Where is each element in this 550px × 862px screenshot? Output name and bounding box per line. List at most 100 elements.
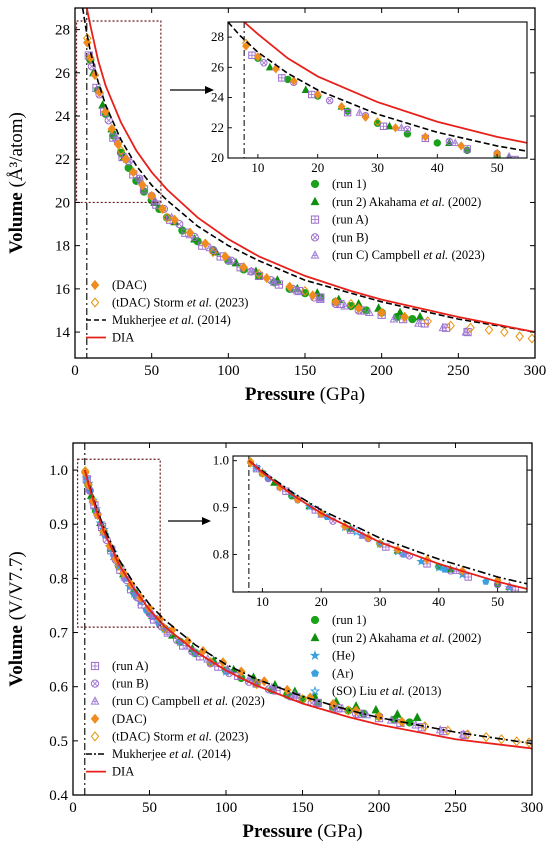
y-tick-label: 0.4 [49, 788, 68, 804]
inset-data-point [260, 59, 268, 67]
inset-curve-0 [228, 22, 527, 153]
marker-shape [310, 250, 320, 259]
legend-item: (run 1) [310, 613, 366, 627]
y-tick-label: 20 [55, 195, 70, 211]
marker-cross [364, 713, 369, 718]
y-tick-label: 14 [55, 325, 71, 341]
legend-label: (tDAC) Storm et al. (2023) [112, 729, 248, 743]
marker-cross [380, 123, 387, 130]
data-point [239, 262, 248, 273]
data-point [438, 322, 448, 332]
legend-label-part: (2002) [445, 631, 481, 645]
marker-cross [464, 145, 471, 153]
legend-marker [90, 297, 100, 308]
inset-y-tick-label: 22 [211, 120, 224, 135]
marker-cross [318, 297, 323, 303]
legend-item: (SO) Liu et al. (2013) [309, 684, 441, 698]
marker-shape [135, 174, 144, 183]
legend-label-part: (tDAC) Storm [112, 296, 187, 310]
marker-shape [443, 725, 453, 736]
legend-marker [310, 632, 320, 642]
marker-cross [441, 325, 445, 331]
marker-shape [309, 650, 321, 660]
marker-shape [121, 154, 130, 165]
legend-label: (run 1) [332, 177, 366, 191]
legend-item: (run C) Campbell et al. (2023) [90, 694, 265, 708]
legend-item: Mukherjee et al. (2014) [86, 313, 231, 327]
x-tick-label: 0 [71, 363, 79, 379]
inset: 10 20 30 40 50 0.8 0.9 1.0 [213, 453, 528, 609]
inset-data-point [464, 573, 472, 581]
inset-data-point [463, 145, 471, 153]
series-6 [83, 33, 535, 344]
marker-cross [446, 138, 452, 144]
legend-label-part: et al. [187, 296, 212, 310]
legend-label-part: et al. [420, 195, 445, 209]
marker-shape [225, 255, 235, 265]
marker-cross [404, 126, 410, 132]
marker-shape [310, 179, 320, 189]
marker-shape [104, 116, 113, 125]
marker-cross [401, 551, 406, 556]
marker-shape [309, 685, 321, 696]
data-point [392, 709, 402, 718]
data-point [101, 106, 110, 117]
marker-shape [408, 315, 417, 324]
zoom-box [76, 458, 161, 628]
legend-label-part: et al. [380, 684, 405, 698]
inset-y-tick-label: 24 [211, 90, 225, 105]
x-tick-label: 150 [294, 363, 317, 379]
data-point [484, 324, 494, 336]
marker-shape [129, 167, 138, 178]
data-point [408, 315, 417, 324]
y-tick-label: 28 [55, 23, 70, 39]
data-point [121, 154, 130, 165]
inset-data-point [313, 89, 322, 100]
marker-shape [505, 151, 513, 158]
inset-x-tick-label: 50 [491, 160, 504, 175]
x-axis-label: Pressure (GPa) [245, 384, 365, 405]
plot-area [81, 8, 535, 358]
marker-shape [331, 296, 340, 307]
marker-shape [83, 33, 92, 44]
data-point [308, 290, 317, 301]
data-point [116, 145, 126, 156]
data-point [158, 203, 167, 215]
marker-cross [448, 568, 454, 574]
panel-a: 0 50 100 150 200 250 300 14 16 18 20 22 24 26 28 Pressu… [6, 7, 546, 405]
data-point [175, 219, 184, 229]
data-point [87, 62, 96, 71]
data-point [221, 251, 230, 262]
legend-label-part: (2013) [405, 684, 441, 698]
data-point [90, 69, 100, 81]
y-tick-label: 0.5 [49, 734, 68, 750]
curve-0 [81, 8, 535, 333]
marker-shape [420, 721, 430, 732]
legend-item: (DAC) [90, 278, 147, 292]
marker-shape [457, 141, 466, 151]
legend-marker [310, 615, 320, 625]
data-point [443, 725, 453, 736]
inset-data-point [421, 132, 430, 142]
data-point [138, 180, 147, 191]
legend-label: (tDAC) Storm et al. (2023) [112, 296, 248, 310]
data-point [497, 734, 506, 745]
marker-shape [337, 102, 346, 112]
legend-label-part: (2023) [212, 729, 248, 743]
legend-marker [309, 685, 321, 696]
x-tick-label: 250 [447, 363, 470, 379]
marker-shape [415, 311, 425, 321]
data-point [466, 322, 475, 333]
x-tick-label: 50 [142, 800, 157, 816]
legend-label-part: et al. [203, 694, 228, 708]
marker-cross [176, 221, 183, 227]
legend-label: (Ar) [332, 666, 354, 680]
inset-data-point [361, 112, 370, 122]
legend-marker [90, 661, 100, 671]
legend-item: (run A) [310, 213, 368, 227]
marker-shape [162, 212, 172, 223]
inset-x-tick-label: 40 [431, 160, 444, 175]
marker-shape [412, 712, 422, 721]
marker-cross [248, 52, 256, 59]
